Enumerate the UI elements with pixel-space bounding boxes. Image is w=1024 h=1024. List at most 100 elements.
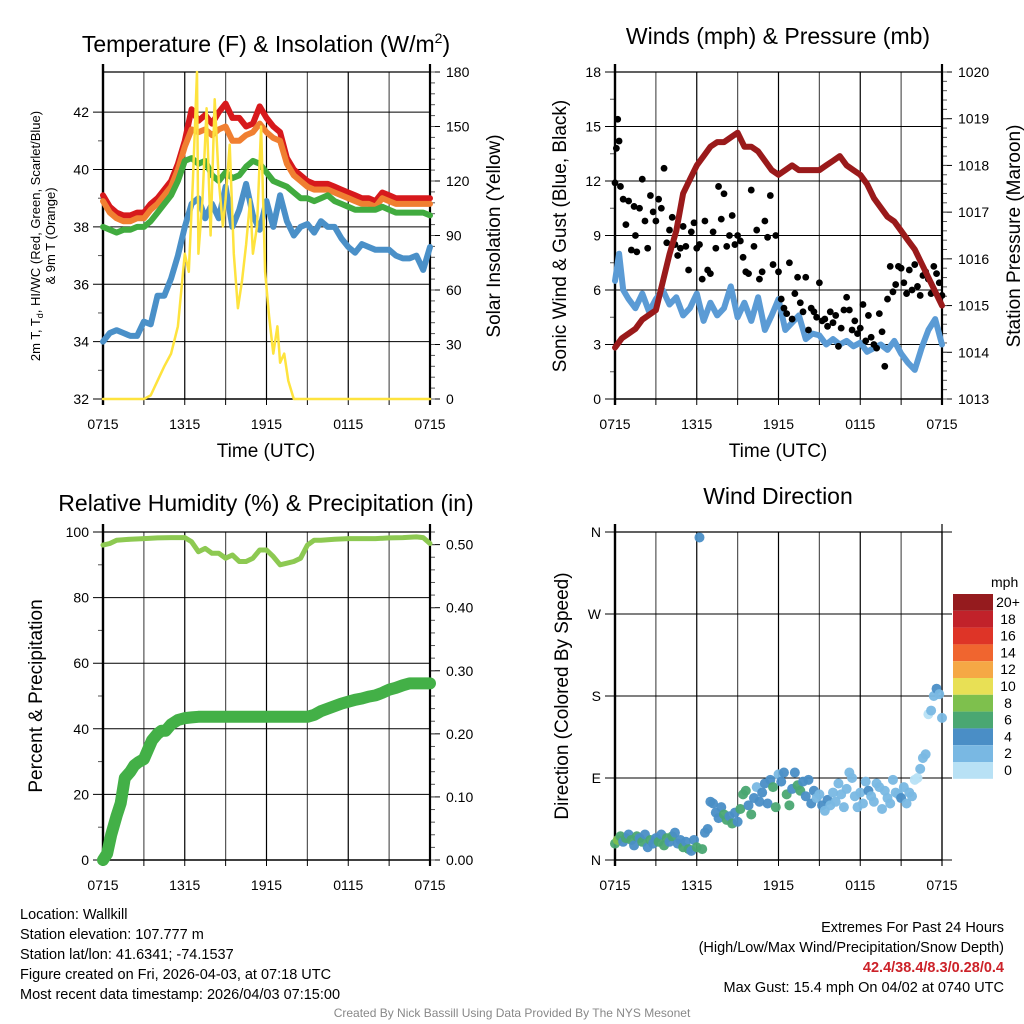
recent-timestamp-text: Most recent data timestamp: 2026/04/03 0…: [20, 987, 341, 1003]
x-tick-label: 0115: [845, 877, 875, 893]
gust-point: [663, 239, 671, 247]
colorbar-swatch: [953, 678, 993, 695]
gust-point: [615, 137, 623, 145]
winds-xlabel: Time (UTC): [729, 441, 828, 462]
x-tick-label: 0115: [333, 877, 363, 893]
humidity-title: Relative Humidity (%) & Precipitation (i…: [58, 490, 473, 516]
wind-direction-point: [768, 782, 779, 793]
gust-point: [843, 293, 851, 301]
gust-point: [780, 304, 788, 312]
gust-point: [736, 237, 744, 245]
gust-point: [796, 299, 804, 307]
wind-direction-point: [803, 774, 814, 785]
gust-point: [617, 183, 624, 190]
wind-direction-point: [814, 789, 825, 800]
gust-point: [712, 244, 720, 252]
gust-point: [862, 337, 870, 345]
wind-direction-point: [830, 796, 841, 807]
wind-direction-point: [784, 800, 795, 811]
gust-point: [878, 328, 886, 336]
y2-tick-label: 1015: [958, 298, 989, 314]
wind-direction-ylabel: Direction (Colored By Speed): [552, 572, 573, 819]
wind-direction-point: [697, 844, 708, 855]
wind-direction-point: [877, 803, 888, 814]
y-tick-label: 40: [73, 721, 89, 737]
gust-point: [867, 333, 875, 341]
x-tick-label: 1315: [169, 877, 200, 893]
gust-point: [633, 248, 641, 256]
svg-text:2m T, Td, HI/WC (Red, Green, S: 2m T, Td, HI/WC (Red, Green, Scarlet/Blu…: [28, 111, 45, 361]
station-pressure-line: [612, 129, 945, 351]
x-tick-label: 0715: [926, 416, 957, 432]
y-tick-label: 12: [585, 173, 601, 189]
gust-point: [810, 308, 818, 316]
gust-point: [747, 186, 755, 194]
colorbar-label: 16: [1000, 628, 1016, 644]
gust-point: [720, 190, 728, 198]
gust-point: [783, 310, 791, 318]
gust-point: [935, 279, 943, 287]
latlon-text: Station lat/lon: 41.6341; -74.1537: [20, 947, 234, 963]
wind-direction-point: [669, 827, 680, 838]
y2-tick-label: 60: [446, 282, 462, 298]
gust-point: [652, 217, 660, 225]
y-tick-label: E: [592, 770, 601, 786]
colorbar-label: 14: [1000, 644, 1016, 660]
gust-point: [892, 281, 900, 288]
wind-direction-point: [838, 802, 849, 813]
gust-point: [734, 232, 742, 239]
gust-point: [706, 270, 714, 278]
wind-direction-point: [907, 791, 918, 802]
gust-point: [612, 144, 620, 152]
svg-text:& 9m T (Orange): & 9m T (Orange): [43, 187, 58, 284]
gust-point: [696, 241, 703, 248]
wind-direction-point: [934, 689, 945, 700]
y-tick-label: N: [591, 852, 601, 868]
gust-point: [815, 279, 823, 287]
credit-text: Created By Nick Bassill Using Data Provi…: [333, 1006, 691, 1020]
y-tick-label: S: [592, 688, 601, 704]
gust-point: [766, 192, 774, 199]
wind-direction-point: [732, 816, 743, 827]
gust-point: [717, 215, 725, 223]
y2-tick-label: 0.00: [446, 852, 473, 868]
x-tick-label: 1915: [251, 416, 282, 432]
gust-point: [668, 213, 676, 221]
gust-point: [840, 306, 848, 314]
wind-direction-point: [762, 798, 773, 809]
gust-point: [769, 261, 777, 268]
wind-direction-point: [708, 798, 719, 809]
colorbar-swatch: [953, 627, 993, 645]
gust-point: [788, 315, 796, 323]
wind-direction-title: Wind Direction: [703, 483, 853, 509]
gust-point: [777, 295, 785, 303]
location-text: Location: Wallkill: [20, 907, 128, 923]
gust-point: [630, 203, 638, 210]
x-tick-label: 0115: [845, 416, 875, 432]
gust-point: [657, 204, 665, 212]
colorbar-swatch: [953, 728, 993, 746]
y2-tick-label: 1014: [958, 344, 989, 360]
y-tick-label: 34: [73, 334, 89, 350]
colorbar-swatch: [953, 644, 993, 662]
gust-point: [647, 192, 654, 199]
y2-tick-label: 1020: [958, 64, 989, 80]
gust-point: [701, 217, 709, 225]
wind-direction-point: [743, 800, 754, 811]
gust-point: [824, 322, 831, 330]
wind-direction-panel: Wind Direction 0715 1315 1915 0115 0715 N E S W N…: [552, 483, 1020, 893]
colorbar-label: 12: [1000, 661, 1016, 677]
station-info: Location: Wallkill Station elevation: 10…: [20, 905, 340, 1005]
gust-point: [655, 195, 662, 203]
humidity-ylabel: Percent & Precipitation: [26, 599, 47, 792]
y2-tick-label: 180: [446, 64, 470, 80]
wind-direction-point: [926, 705, 937, 716]
colorbar-swatch: [953, 694, 993, 712]
y-tick-label: 9: [593, 228, 601, 244]
colorbar-swatch: [953, 661, 993, 678]
wind-direction-point: [776, 776, 787, 787]
gust-point: [745, 270, 752, 278]
gust-point: [723, 243, 731, 250]
gust-point: [873, 344, 880, 352]
gust-point: [726, 232, 733, 239]
